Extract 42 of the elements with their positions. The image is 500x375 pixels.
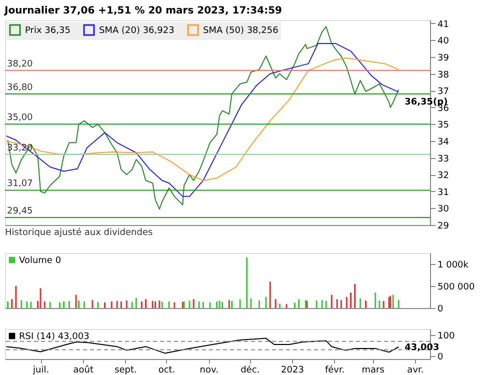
y-tick-label: 39 [438,53,450,64]
annotation: 43,003 [404,343,440,353]
y-tick-label: 100 [438,332,455,342]
y-tick-label: 40 [438,36,450,47]
ref-line-label: 38,20 [7,59,34,70]
y-tick-label: 34 [438,137,450,148]
legend-label: SMA (20) 36,923 [99,26,174,36]
ref-line-label: 35,00 [7,113,34,124]
y-tick-label: 0 [438,304,444,314]
y-tick-label: 31 [438,188,449,198]
x-tick-label: juil. [32,366,50,375]
x-tick-label: août [73,364,94,375]
text: Historique ajusté aux dividendes [5,227,153,238]
y-tick-label: 30 [438,204,450,215]
ref-line-label: 29,45 [7,206,33,216]
y-tick-label: 35 [438,120,449,131]
y-tick-label: 41 [438,20,449,30]
y-tick-label: 0 [438,352,444,362]
x-tick-label: déc. [240,364,260,375]
legend-label: Prix 36,35 [25,26,70,36]
legend-label: SMA (50) 38,256 [203,26,279,36]
y-tick-label: 1 000k [438,260,470,270]
x-tick-label: févr. [324,364,345,375]
x-tick-label: sept. [114,366,137,375]
y-tick-label: 32 [438,171,449,182]
y-tick-label: 38 [438,70,450,80]
ref-line-label: 31,07 [7,179,33,190]
y-tick-label: 29 [438,222,450,232]
ref-line-label: 36,80 [7,82,34,93]
legend-label: Volume 0 [19,256,62,266]
line-series [6,43,400,197]
x-tick-label: mars [362,366,385,375]
line-series [6,57,400,181]
x-tick-label: 2023 [281,366,304,375]
y-tick-label: 33 [438,154,449,164]
x-tick-label: avr. [407,366,424,375]
y-tick-label: 500 000 [438,282,475,292]
legend-label: RSI (14) 43,003 [19,332,90,342]
x-tick-label: oct. [158,366,176,375]
chart-title: Journalier 37,06 +1,51 % 20 mars 2023, 17:34:59 [4,5,282,16]
x-tick-label: nov. [200,366,218,375]
y-tick-label: 37 [438,87,449,98]
